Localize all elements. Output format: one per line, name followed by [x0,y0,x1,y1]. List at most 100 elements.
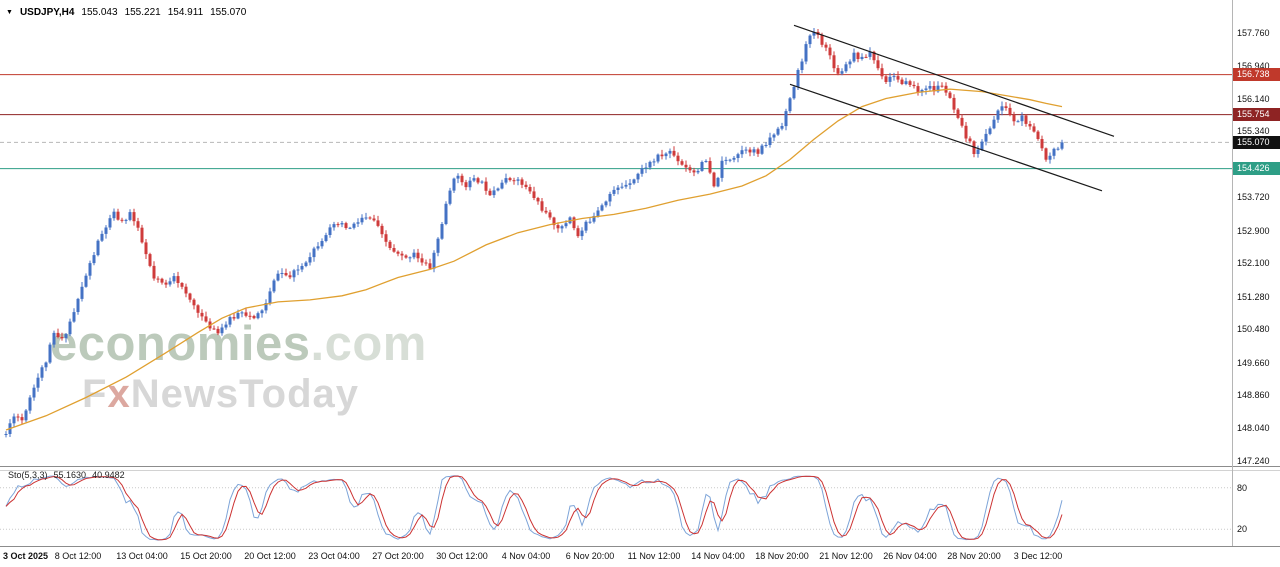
candle-body [324,235,328,241]
candle-body [340,223,344,225]
candle-body [516,179,520,181]
price-axis-label: 156.140 [1237,93,1270,104]
candle-body [736,154,740,158]
candle-body [856,52,860,59]
low-value: 154.911 [167,7,204,18]
candle-body [132,212,136,222]
moving-average-line[interactable] [5,88,1063,431]
candle-body [888,76,892,82]
candle-body [576,228,580,237]
candle-body [892,76,896,78]
candlestick-series [4,28,1064,438]
candle-body [352,223,356,228]
time-axis-label: 3 Dec 12:00 [1013,551,1063,561]
candle-body [156,278,160,280]
candle-body [36,377,40,388]
candle-body [928,86,932,89]
candle-body [864,56,868,58]
candle-body [144,242,148,255]
candle-body [884,76,888,82]
candle-body [756,149,760,154]
candle-body [724,159,728,161]
stochastic-indicator-label: Sto(5,3,3) 55.1630 40.9482 [8,470,125,480]
candle-body [712,172,716,187]
candle-body [784,111,788,127]
candle-body [656,154,660,162]
trendline[interactable] [789,83,1103,192]
candle-body [840,71,844,74]
candle-body [328,227,332,235]
candle-body [424,262,428,264]
watermark-brand-line: economies.com [50,320,427,369]
candle-body [608,194,612,202]
candle-body [832,55,836,69]
candle-body [496,188,500,191]
price-axis-label: 152.100 [1237,258,1270,269]
candle-body [768,137,772,145]
time-axis-label: 13 Oct 04:00 [116,551,168,561]
candle-body [260,310,264,314]
candle-body [1048,155,1052,160]
candle-body [1020,115,1024,122]
candle-body [456,175,460,179]
price-axis-label: 156.940 [1237,61,1270,72]
candle-body [160,278,164,283]
candle-body [176,276,180,283]
candle-body [648,161,652,168]
candle-body [220,327,224,334]
candle-body [760,145,764,154]
candle-body [84,275,88,287]
candle-body [484,181,488,191]
trendline[interactable] [793,24,1115,137]
candle-body [544,210,548,213]
candle-body [1024,115,1028,124]
candle-body [800,61,804,70]
candle-body [640,168,644,174]
watermark: economies.com FxNewsToday [50,320,427,415]
candle-body [956,109,960,118]
candle-body [164,282,168,285]
candle-body [464,182,468,188]
candle-body [540,201,544,211]
candle-body [624,184,628,187]
candle-body [912,84,916,87]
candle-body [344,223,348,228]
time-axis-label: 8 Oct 12:00 [54,551,102,561]
candle-body [60,337,64,339]
symbol-dropdown-icon[interactable]: ▼ [6,9,13,16]
candle-body [720,160,724,178]
candle-body [920,90,924,92]
price-axis-label: 157.760 [1237,28,1270,38]
candle-body [308,257,312,263]
candle-body [872,51,876,61]
candle-body [904,81,908,84]
candle-body [140,227,144,243]
time-axis-label: 3 Oct 2025 [3,551,49,561]
time-axis-label: 26 Nov 04:00 [883,551,937,561]
time-axis-label: 11 Nov 12:00 [627,551,681,561]
candle-body [900,79,904,84]
candle-body [916,86,920,92]
candle-body [56,332,60,337]
candle-body [552,217,556,226]
candle-body [240,312,244,314]
candle-body [444,203,448,224]
candle-body [1056,148,1060,150]
watermark-tld: .com [310,317,427,371]
candle-body [40,367,44,378]
candle-body [880,68,884,77]
candle-body [232,317,236,319]
candle-body [316,246,320,249]
candle-body [200,312,204,317]
candle-body [600,205,604,211]
candle-body [20,417,24,421]
candle-body [696,170,700,173]
candle-body [772,134,776,138]
candle-body [244,312,248,316]
symbol-info-bar: ▼ USDJPY,H4 155.043 155.221 154.911 155.… [6,7,246,18]
candle-body [532,191,536,198]
candle-body [980,141,984,150]
candle-body [448,190,452,204]
candle-body [124,219,128,221]
